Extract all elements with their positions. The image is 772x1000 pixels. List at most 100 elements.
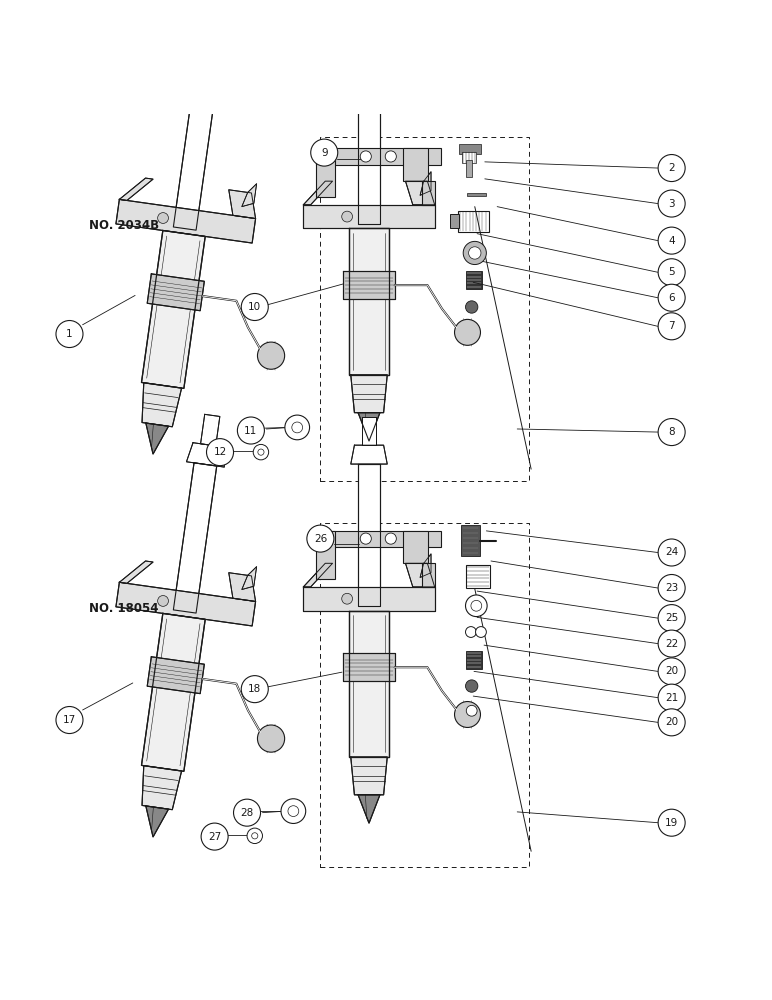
Circle shape (658, 630, 685, 657)
Text: 9: 9 (321, 148, 327, 158)
Text: 11: 11 (244, 426, 258, 436)
Polygon shape (303, 563, 333, 587)
Polygon shape (120, 178, 153, 200)
Circle shape (241, 676, 269, 703)
Polygon shape (350, 63, 388, 82)
Polygon shape (141, 613, 205, 771)
Polygon shape (146, 806, 168, 837)
Text: 18: 18 (248, 684, 262, 694)
Circle shape (658, 419, 685, 446)
Polygon shape (349, 611, 389, 757)
Circle shape (658, 190, 685, 217)
Text: 28: 28 (240, 808, 254, 818)
Circle shape (658, 684, 685, 711)
Circle shape (310, 139, 337, 166)
Circle shape (658, 605, 685, 632)
Polygon shape (303, 181, 333, 205)
Polygon shape (362, 417, 376, 445)
Text: 10: 10 (248, 302, 262, 312)
Circle shape (658, 155, 685, 182)
Polygon shape (174, 80, 217, 230)
Circle shape (476, 627, 486, 637)
Circle shape (285, 415, 310, 440)
Circle shape (342, 211, 353, 222)
Text: 20: 20 (665, 666, 679, 676)
Polygon shape (187, 60, 225, 84)
Circle shape (466, 301, 478, 313)
Circle shape (658, 313, 685, 340)
Polygon shape (229, 573, 256, 601)
Circle shape (466, 627, 476, 637)
Polygon shape (316, 148, 334, 197)
Circle shape (258, 725, 285, 752)
Polygon shape (422, 181, 435, 205)
Polygon shape (350, 757, 388, 795)
Polygon shape (141, 230, 205, 388)
Circle shape (258, 449, 264, 455)
Polygon shape (201, 31, 220, 63)
Text: 4: 4 (669, 236, 675, 246)
Circle shape (157, 213, 168, 223)
Polygon shape (316, 530, 441, 547)
Polygon shape (358, 464, 380, 606)
Bar (466, 271, 482, 289)
Text: 6: 6 (669, 293, 675, 303)
Bar (467, 193, 486, 196)
Polygon shape (316, 530, 334, 579)
Polygon shape (120, 561, 153, 583)
Text: 24: 24 (665, 547, 679, 557)
Polygon shape (362, 35, 376, 63)
Circle shape (342, 593, 353, 604)
Circle shape (258, 342, 285, 369)
Bar (459, 144, 481, 154)
Circle shape (471, 600, 482, 611)
Polygon shape (229, 190, 256, 219)
Circle shape (157, 596, 168, 606)
Circle shape (658, 809, 685, 836)
Polygon shape (116, 582, 256, 626)
Circle shape (466, 705, 477, 716)
Circle shape (658, 227, 685, 254)
Bar (462, 152, 476, 163)
Polygon shape (349, 228, 389, 375)
Text: 19: 19 (665, 818, 679, 828)
Polygon shape (142, 383, 181, 427)
Text: 8: 8 (669, 427, 675, 437)
Polygon shape (174, 463, 217, 613)
Circle shape (658, 539, 685, 566)
Polygon shape (422, 563, 435, 587)
Polygon shape (358, 795, 380, 823)
Text: 1: 1 (66, 329, 73, 339)
Circle shape (253, 444, 269, 460)
Circle shape (463, 241, 486, 265)
Circle shape (658, 574, 685, 602)
Circle shape (56, 321, 83, 348)
Bar (450, 214, 459, 228)
Circle shape (658, 658, 685, 685)
Circle shape (288, 806, 299, 817)
Circle shape (56, 707, 83, 734)
Polygon shape (403, 530, 428, 563)
Circle shape (466, 680, 478, 692)
Polygon shape (344, 271, 394, 299)
Text: NO. 18054: NO. 18054 (89, 602, 158, 615)
Circle shape (292, 422, 303, 433)
Polygon shape (201, 414, 220, 446)
Text: NO. 2034B: NO. 2034B (89, 219, 159, 232)
Circle shape (238, 417, 264, 444)
Polygon shape (420, 554, 431, 577)
Polygon shape (350, 445, 388, 464)
Polygon shape (358, 413, 380, 441)
Bar (461, 525, 480, 556)
Polygon shape (147, 274, 205, 311)
Polygon shape (316, 148, 441, 165)
Circle shape (469, 247, 481, 259)
Bar (466, 651, 482, 669)
Circle shape (658, 284, 685, 311)
Bar (466, 565, 490, 588)
Text: 7: 7 (669, 321, 675, 331)
Text: 25: 25 (665, 613, 679, 623)
Circle shape (466, 595, 487, 617)
Circle shape (206, 439, 233, 466)
Polygon shape (147, 657, 205, 694)
